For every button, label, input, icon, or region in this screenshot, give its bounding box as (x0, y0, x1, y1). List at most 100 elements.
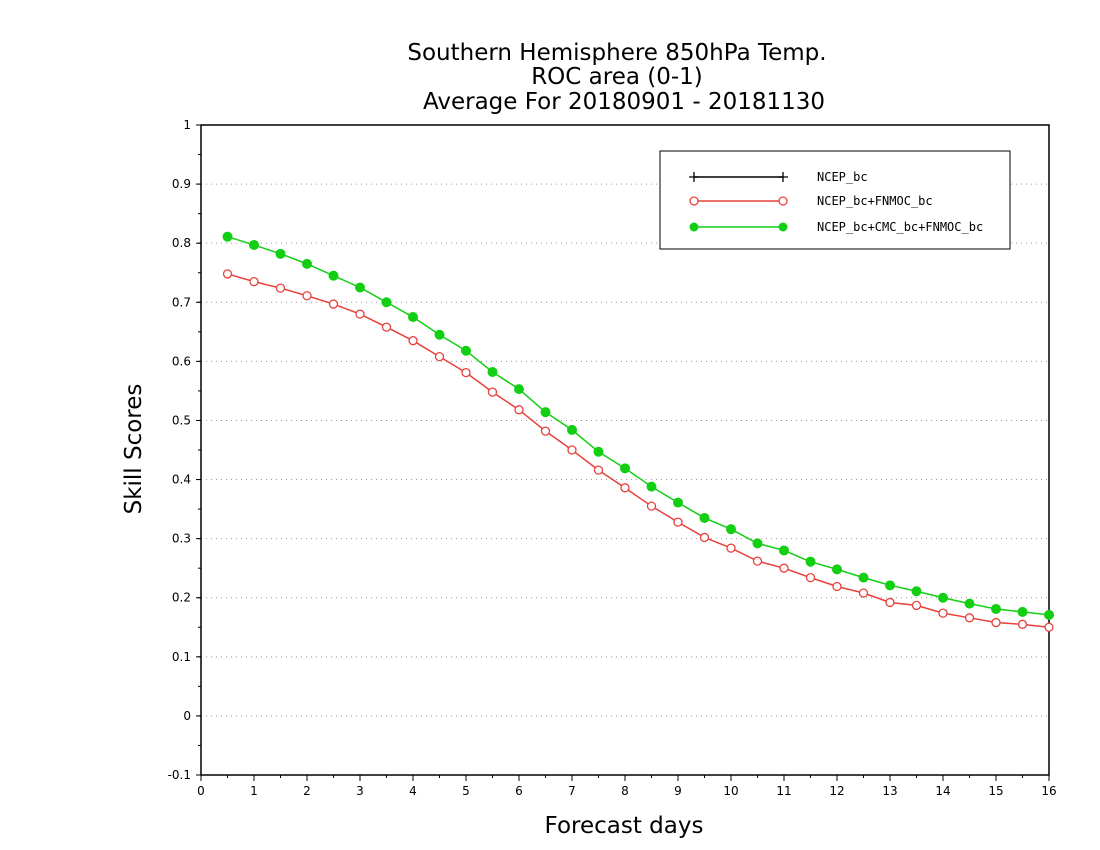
legend: NCEP_bc NCEP_bc+FNMOC_bc NCEP_bc+CMC_bc+FN… (659, 150, 1011, 250)
data-point (381, 297, 392, 308)
data-point (646, 481, 657, 492)
x-tick-label-12: 12 (829, 784, 844, 798)
data-point (832, 564, 842, 575)
data-point (885, 580, 895, 591)
data-point (355, 309, 365, 319)
data-point (805, 572, 816, 583)
x-tick-label-3: 3 (356, 784, 364, 798)
y-tick-label-11: 1 (183, 118, 191, 132)
legend-item-0: NCEP_bc (689, 170, 868, 184)
x-tick-label-7: 7 (568, 784, 576, 798)
data-point (514, 384, 524, 395)
data-point (779, 545, 789, 556)
data-point (249, 239, 259, 250)
data-point (540, 407, 551, 418)
data-point (461, 367, 471, 378)
data-point (593, 465, 604, 475)
x-tick-label-9: 9 (674, 784, 682, 798)
data-point (938, 592, 948, 603)
series-line-1 (227, 273, 1050, 629)
data-point (673, 497, 683, 508)
legend-item-1: NCEP_bc+FNMOC_bc (689, 194, 933, 208)
data-point (1017, 606, 1028, 617)
data-point (434, 329, 445, 340)
x-tick-label-14: 14 (935, 784, 950, 798)
data-point (275, 248, 286, 259)
y-tick-label-1: 0 (183, 709, 191, 723)
x-tick-label-1: 1 (250, 784, 258, 798)
data-point (328, 270, 339, 281)
legend-marker (689, 196, 699, 206)
data-point (752, 556, 763, 566)
data-point (699, 532, 710, 543)
data-point (964, 598, 975, 609)
data-point (726, 524, 736, 535)
x-tick-label-5: 5 (462, 784, 470, 798)
data-point (540, 426, 551, 436)
y-tick-label-10: 0.9 (172, 177, 191, 191)
data-point (249, 276, 259, 287)
x-tick-label-13: 13 (882, 784, 897, 798)
data-point (567, 445, 577, 455)
x-tick-label-0: 0 (197, 784, 205, 798)
y-tick-label-5: 0.4 (172, 473, 191, 487)
series-2 (222, 231, 1054, 620)
data-point (911, 586, 922, 597)
series-line-2 (227, 235, 1050, 616)
chart-title-line-2: ROC area (0-1) (531, 64, 703, 90)
x-tick-label-4: 4 (409, 784, 417, 798)
x-tick-label-2: 2 (303, 784, 311, 798)
data-point (938, 608, 948, 618)
data-point (461, 345, 471, 356)
axis-ticks: -0.100.10.20.30.40.50.60.70.80.910 1 2 3 4 5 6… (168, 118, 1057, 798)
y-tick-label-8: 0.7 (172, 295, 191, 309)
data-point (885, 597, 895, 608)
data-point (487, 367, 498, 377)
y-tick-label-0: -0.1 (168, 768, 191, 782)
chart-title-line-1: Southern Hemisphere 850hPa Temp. (407, 40, 826, 66)
data-point (593, 446, 604, 457)
legend-label-0: NCEP_bc (817, 170, 868, 184)
x-axis-label: Forecast days (545, 813, 704, 839)
legend-label-2: NCEP_bc+CMC_bc+FNMOC_bc (817, 220, 983, 234)
data-point (1017, 619, 1028, 629)
data-point (355, 282, 365, 293)
data-point (381, 322, 392, 332)
data-point (620, 463, 630, 474)
legend-marker (778, 196, 788, 206)
x-tick-label-15: 15 (988, 784, 1003, 798)
data-point (302, 258, 312, 269)
legend-marker (689, 222, 699, 232)
y-tick-label-9: 0.8 (172, 236, 191, 250)
data-point (646, 501, 657, 511)
y-tick-label-6: 0.5 (172, 413, 191, 427)
data-point (408, 336, 418, 346)
data-point (726, 543, 736, 553)
data-point (752, 538, 763, 549)
y-tick-label-2: 0.1 (172, 650, 191, 664)
legend-marker (689, 172, 699, 182)
data-point (858, 572, 869, 583)
series-lines (222, 231, 1054, 632)
data-point (514, 405, 524, 415)
data-point (222, 269, 233, 279)
data-point (222, 231, 233, 242)
x-tick-label-16: 16 (1041, 784, 1056, 798)
series-1 (222, 269, 1054, 632)
data-point (858, 588, 869, 598)
data-point (699, 512, 710, 523)
legend-box (659, 150, 1011, 250)
data-point (832, 581, 842, 592)
data-point (620, 483, 630, 493)
data-point (328, 299, 339, 309)
data-point (1044, 622, 1054, 632)
data-point (991, 617, 1001, 628)
data-point (302, 291, 312, 301)
legend-marker (778, 222, 788, 232)
y-tick-label-4: 0.3 (172, 532, 191, 546)
x-tick-label-10: 10 (723, 784, 738, 798)
data-point (673, 517, 683, 527)
data-point (991, 603, 1001, 614)
legend-item-2: NCEP_bc+CMC_bc+FNMOC_bc (689, 220, 983, 234)
